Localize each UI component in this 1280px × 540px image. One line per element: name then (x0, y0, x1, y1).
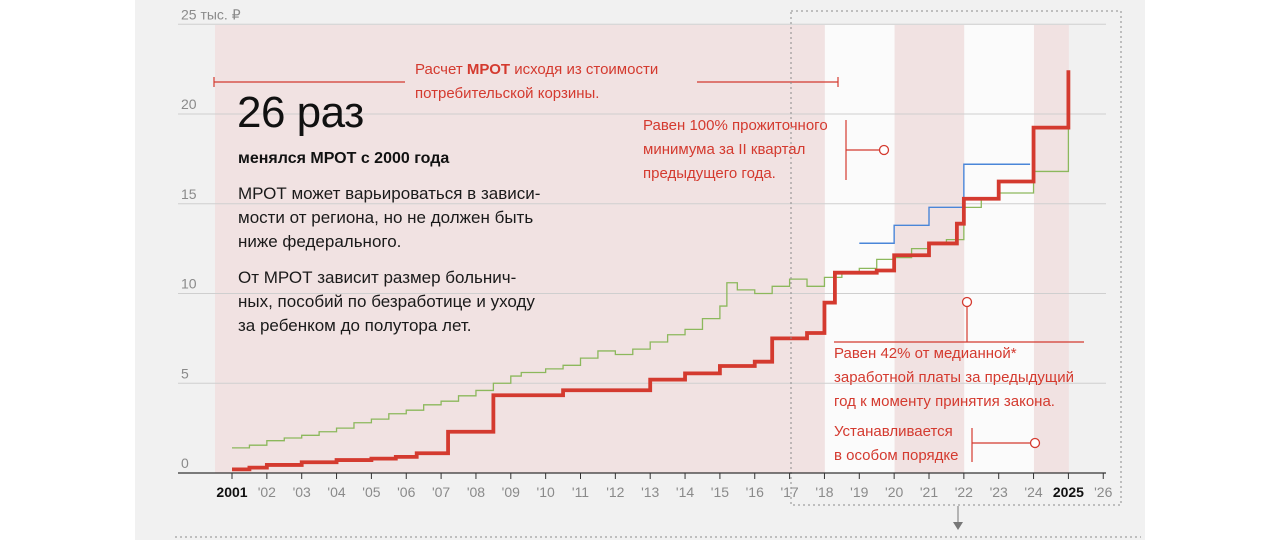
annotation-text: предыдущего года. (643, 165, 776, 182)
period-band (215, 25, 825, 473)
x-tick-label: '26 (1094, 484, 1112, 500)
annotation-bold: МРОТ (466, 61, 511, 78)
x-tick-label: '17 (780, 484, 798, 500)
x-tick-label: '18 (815, 484, 833, 500)
annotation-basket: Расчет МРОТ исходя из стоимости потребит… (415, 58, 658, 106)
y-tick-label: 15 (181, 186, 197, 202)
x-tick-label: 2025 (1053, 484, 1084, 500)
leader-marker (1029, 437, 1041, 449)
x-tick-label: '19 (850, 484, 868, 500)
x-tick-label: '04 (327, 484, 345, 500)
x-tick-label: '10 (537, 484, 555, 500)
annotation-text: потребительской корзины. (415, 85, 600, 102)
x-tick-label: '20 (885, 484, 903, 500)
annotation-text: Равен 42% от медианной* (834, 345, 1017, 362)
headline-subtitle: менялся МРОТ с 2000 года (238, 150, 450, 167)
x-tick-label: '09 (502, 484, 520, 500)
x-tick-label: '11 (572, 484, 589, 500)
x-tick-label: '05 (362, 484, 380, 500)
annotation-text: заработной платы за предыдущий (834, 369, 1075, 386)
series-mrot (232, 70, 1071, 472)
annotation-text: исходя из стоимости (510, 61, 659, 78)
paragraph-line: мости от региона, но не должен быть (238, 208, 534, 227)
x-tick-label: '13 (641, 484, 659, 500)
y-tick-label: 5 (181, 365, 189, 381)
x-tick-label: '08 (467, 484, 485, 500)
leader-marker (961, 296, 973, 308)
x-tick-label: '14 (676, 484, 694, 500)
period-band (1033, 25, 1069, 473)
x-tick-label: 2001 (216, 484, 247, 500)
paragraph-line: ных, пособий по безработице и уходу (238, 292, 535, 311)
paragraph-line: От МРОТ зависит размер больнич- (238, 268, 517, 287)
period-band (964, 25, 1034, 473)
y-tick-label: 20 (181, 96, 197, 112)
annotation-text: в особом порядке (834, 447, 959, 464)
annotation-subsistence: Равен 100% прожиточного минимума за II к… (643, 114, 828, 186)
x-tick-label: '12 (606, 484, 624, 500)
annotation-text: Устанавливается (834, 423, 953, 440)
x-tick-label: '22 (955, 484, 973, 500)
x-tick-label: '03 (293, 484, 311, 500)
annotation-median: Равен 42% от медианной* заработной платы… (834, 342, 1074, 414)
annotation-text: минимума за II квартал (643, 141, 806, 158)
x-tick-label: '15 (711, 484, 729, 500)
series-subsistence-line (859, 163, 1031, 244)
paragraph-line: ниже федерального. (238, 232, 402, 251)
series-basket-line (232, 126, 1070, 449)
x-tick-label: '06 (397, 484, 415, 500)
y-tick-label: 0 (181, 455, 189, 471)
annotation-text: Равен 100% прожиточного (643, 117, 828, 134)
paragraph-line: за ребенком до полутора лет. (238, 316, 472, 335)
x-tick-label: '24 (1024, 484, 1042, 500)
annotation-text: год к моменту принятия закона. (834, 393, 1055, 410)
big-number: 26 раз (237, 88, 364, 137)
focus-frame (790, 10, 1122, 506)
x-tick-label: '21 (920, 484, 938, 500)
y-tick-label: 10 (181, 276, 197, 292)
x-tick-label: '02 (258, 484, 276, 500)
y-unit-label: 25 тыс. ₽ (181, 6, 241, 22)
leader-marker (878, 144, 890, 156)
arrow-down-icon (953, 522, 963, 530)
x-tick-label: '07 (432, 484, 450, 500)
paragraph-regional: МРОТ может варьироваться в зависи- мости… (238, 182, 578, 254)
paragraph-benefits: От МРОТ зависит размер больнич- ных, пос… (238, 266, 578, 338)
paragraph-line: МРОТ может варьироваться в зависи- (238, 184, 541, 203)
annotation-special: Устанавливается в особом порядке (834, 420, 959, 468)
x-tick-label: '16 (746, 484, 764, 500)
x-tick-label: '23 (990, 484, 1008, 500)
annotation-text: Расчет (415, 61, 467, 78)
period-band (824, 25, 895, 473)
